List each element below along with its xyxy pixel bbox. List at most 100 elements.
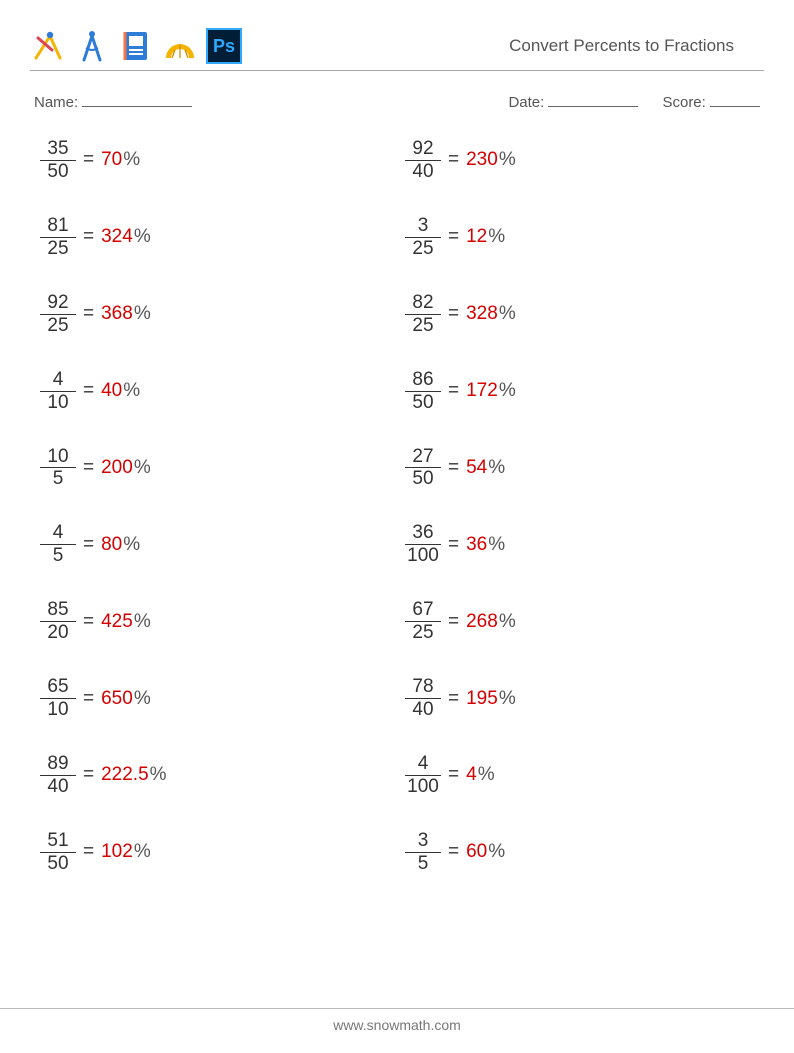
- numerator: 4: [416, 754, 431, 774]
- numerator: 51: [45, 831, 70, 851]
- answer-percent: 328: [466, 303, 498, 325]
- percent-sign: %: [499, 303, 516, 325]
- problem-left-5: 45=80%: [40, 523, 395, 566]
- denominator: 5: [416, 854, 431, 874]
- problem-right-7: 7840=195%: [405, 677, 760, 720]
- answer-percent: 268: [466, 611, 498, 633]
- fraction: 3550: [40, 139, 76, 182]
- fraction: 35: [405, 831, 441, 874]
- name-blank[interactable]: [82, 93, 192, 107]
- numerator: 4: [51, 370, 66, 390]
- equals-sign: =: [83, 841, 94, 863]
- footer: www.snowmath.com: [0, 1008, 794, 1033]
- meta-row: Name: Date: Score:: [30, 93, 764, 111]
- notebook-icon: [118, 28, 154, 64]
- numerator: 89: [45, 754, 70, 774]
- equals-sign: =: [448, 611, 459, 633]
- percent-sign: %: [499, 380, 516, 402]
- answer-percent: 60: [466, 841, 487, 863]
- percent-sign: %: [499, 149, 516, 171]
- answer-percent: 368: [101, 303, 133, 325]
- fraction: 8940: [40, 754, 76, 797]
- photoshop-icon: Ps: [206, 28, 242, 64]
- equals-sign: =: [448, 149, 459, 171]
- equals-sign: =: [83, 303, 94, 325]
- denominator: 25: [410, 316, 435, 336]
- fraction: 4100: [405, 754, 441, 797]
- denominator: 20: [45, 623, 70, 643]
- fraction: 105: [40, 447, 76, 490]
- problem-right-8: 4100 = 4%: [405, 754, 760, 797]
- percent-sign: %: [488, 226, 505, 248]
- percent-sign: %: [134, 303, 151, 325]
- numerator: 36: [410, 523, 435, 543]
- fraction: 6725: [405, 600, 441, 643]
- percent-sign: %: [123, 380, 140, 402]
- problem-right-3: 8650 = 172%: [405, 370, 760, 413]
- answer-percent: 172: [466, 380, 498, 402]
- fraction: 8225: [405, 293, 441, 336]
- score-label: Score:: [662, 94, 705, 111]
- denominator: 5: [51, 546, 66, 566]
- numerator: 35: [45, 139, 70, 159]
- answer-percent: 222.5: [101, 764, 149, 786]
- divider-icon: [74, 28, 110, 64]
- equals-sign: =: [83, 226, 94, 248]
- problem-left-7: 6510=650%: [40, 677, 395, 720]
- date-blank[interactable]: [548, 93, 638, 107]
- equals-sign: =: [448, 841, 459, 863]
- denominator: 50: [45, 162, 70, 182]
- percent-sign: %: [478, 764, 495, 786]
- percent-sign: %: [488, 841, 505, 863]
- numerator: 65: [45, 677, 70, 697]
- problem-right-5: 36100 = 36%: [405, 523, 760, 566]
- denominator: 25: [410, 239, 435, 259]
- percent-sign: %: [134, 457, 151, 479]
- equals-sign: =: [448, 226, 459, 248]
- equals-sign: =: [448, 303, 459, 325]
- fraction: 36100: [405, 523, 441, 566]
- name-label: Name:: [34, 94, 78, 111]
- problem-left-3: 410=40%: [40, 370, 395, 413]
- numerator: 27: [410, 447, 435, 467]
- denominator: 50: [410, 469, 435, 489]
- denominator: 10: [45, 393, 70, 413]
- denominator: 10: [45, 700, 70, 720]
- header-bar: Ps Convert Percents to Fractions: [30, 28, 764, 71]
- name-field: Name:: [34, 93, 192, 111]
- fraction: 8650: [405, 370, 441, 413]
- answer-percent: 195: [466, 688, 498, 710]
- answer-percent: 40: [101, 380, 122, 402]
- date-field: Date:: [508, 93, 638, 111]
- score-blank[interactable]: [710, 93, 760, 107]
- fraction: 9225: [40, 293, 76, 336]
- numerator: 3: [416, 831, 431, 851]
- fraction: 45: [40, 523, 76, 566]
- denominator: 50: [45, 854, 70, 874]
- problem-right-1: 325=12%: [405, 216, 760, 259]
- numerator: 81: [45, 216, 70, 236]
- equals-sign: =: [448, 534, 459, 556]
- equals-sign: =: [448, 764, 459, 786]
- equals-sign: =: [448, 688, 459, 710]
- problem-right-9: 35=60%: [405, 831, 760, 874]
- answer-percent: 425: [101, 611, 133, 633]
- denominator: 40: [45, 777, 70, 797]
- fraction: 2750: [405, 447, 441, 490]
- score-field: Score:: [662, 93, 760, 111]
- answer-percent: 650: [101, 688, 133, 710]
- percent-sign: %: [123, 149, 140, 171]
- tool-icons: Ps: [30, 28, 242, 64]
- equals-sign: =: [448, 380, 459, 402]
- percent-sign: %: [488, 534, 505, 556]
- answer-percent: 12: [466, 226, 487, 248]
- denominator: 5: [51, 469, 66, 489]
- fraction: 6510: [40, 677, 76, 720]
- problem-left-2: 9225 = 368%: [40, 293, 395, 336]
- answer-percent: 4: [466, 764, 477, 786]
- percent-sign: %: [150, 764, 167, 786]
- equals-sign: =: [448, 457, 459, 479]
- problem-right-6: 6725=268%: [405, 600, 760, 643]
- problem-left-0: 3550=70%: [40, 139, 395, 182]
- denominator: 100: [405, 546, 441, 566]
